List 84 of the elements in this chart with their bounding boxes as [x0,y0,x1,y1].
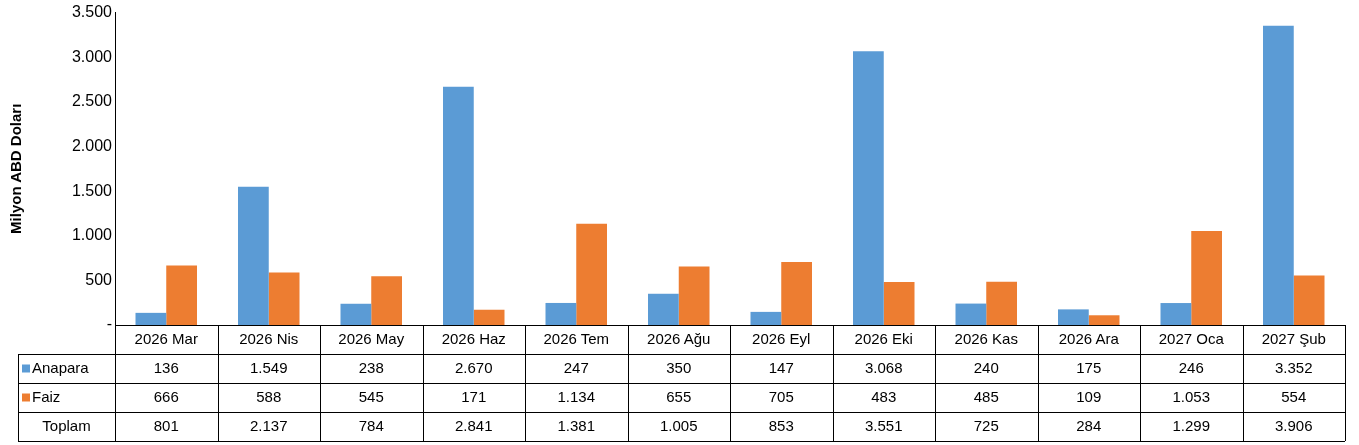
bar [1160,303,1192,325]
text: 853 [768,416,794,434]
bar [340,303,372,325]
data-label: 175 [1076,358,1102,376]
data-label: 1.549 [249,358,288,376]
x-tick-label: 2026 Eki [854,329,913,347]
text: 3.906 [1274,416,1313,434]
bar [473,309,505,325]
data-label: 136 [153,358,179,376]
text: 284 [1076,416,1102,434]
data-label: 350 [666,358,692,376]
text: 725 [973,416,999,434]
bar [781,262,812,325]
data-label: 238 [358,358,384,376]
text: 784 [358,416,384,434]
data-label: 247 [563,358,589,376]
data-label: 705 [768,387,794,405]
y-tick-label: 2.500 [71,92,113,110]
text: 3.551 [864,416,903,434]
bar [576,223,607,325]
data-label: 2.670 [454,358,493,376]
x-tick-label: 2027 Şub [1261,329,1326,347]
bar [238,186,269,325]
bar [135,312,167,325]
text: 1.299 [1172,416,1211,434]
data-label: 1.134 [557,387,596,405]
y-tick-label: 1.500 [71,181,113,199]
data-label: 554 [1281,387,1307,405]
data-label: 109 [1076,387,1102,405]
text: Toplam [42,416,91,434]
y-tick-label: 2.000 [71,136,113,154]
y-axis-title: Milyon ABD Doları [7,103,25,234]
bar [955,303,987,325]
x-tick-label: 2027 Oca [1158,329,1225,347]
x-tick-label: 2026 May [338,329,405,347]
data-label: 1.053 [1172,387,1211,405]
bar [750,311,782,325]
data-label: 240 [973,358,999,376]
x-tick-label: 2026 Mar [134,329,198,347]
text: 801 [153,416,179,434]
text: 1.381 [557,416,596,434]
x-tick-label: 2026 Tem [543,329,610,347]
data-label: 485 [973,387,999,405]
bar [1191,231,1222,325]
x-tick-label: 2026 Haz [441,329,506,347]
y-tick-label: 1.000 [71,226,113,244]
data-label: 545 [358,387,384,405]
data-label: 147 [768,358,794,376]
legend-label: Faiz [32,387,61,405]
bar [1058,309,1089,325]
data-label: 655 [666,387,692,405]
bar [166,265,197,325]
y-tick-label: 3.000 [71,47,113,65]
bar [443,86,474,325]
data-label: 588 [256,387,282,405]
bar [853,51,884,325]
text: 2.137 [249,416,288,434]
data-label: 3.352 [1274,358,1313,376]
x-tick-label: 2026 Eyl [752,329,811,347]
x-tick-label: 2026 Ağu [647,329,711,347]
x-tick-label: 2026 Nis [239,329,299,347]
bar [545,302,577,325]
bar [1088,315,1120,325]
data-label: 246 [1178,358,1204,376]
x-tick-label: 2026 Kas [954,329,1018,347]
bar [1263,25,1294,325]
data-label: 666 [153,387,179,405]
bar [678,266,710,325]
y-tick-label: 500 [85,270,113,288]
bar [986,281,1017,325]
bar [1293,275,1325,325]
bar [648,293,679,325]
text: 1.005 [659,416,698,434]
y-tick-label: - [106,315,112,333]
bar [371,276,402,325]
data-label: 3.068 [864,358,903,376]
y-tick-label: 3.500 [71,3,113,21]
x-tick-label: 2026 Ara [1058,329,1120,347]
bar [883,281,915,325]
text: 2.841 [454,416,493,434]
data-label: 483 [871,387,897,405]
legend-label: Anapara [32,358,90,376]
bar [268,272,300,325]
data-label: 171 [461,387,487,405]
